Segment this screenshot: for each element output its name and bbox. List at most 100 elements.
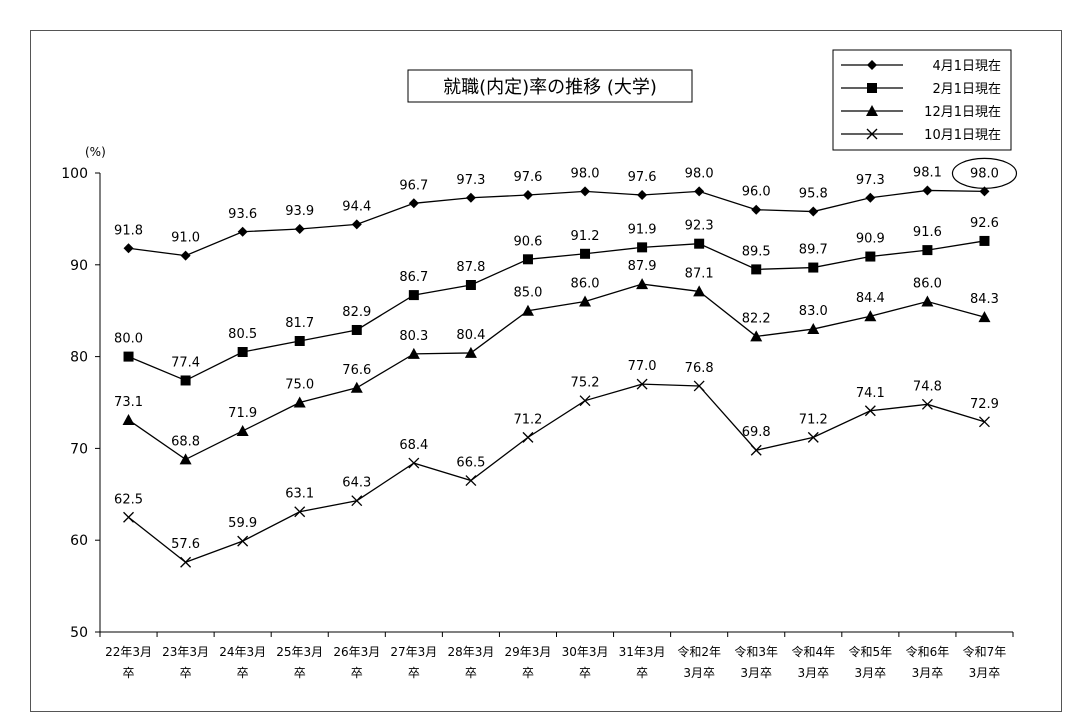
marker-stroke <box>465 475 477 486</box>
data-label: 82.9 <box>342 305 371 320</box>
marker-stroke <box>579 395 591 407</box>
data-label: 82.2 <box>742 311 771 326</box>
y-tick-label: 80 <box>70 350 88 366</box>
x-tick-label: 令和6年 <box>906 644 950 659</box>
data-point-marker <box>351 324 362 335</box>
data-label: 98.0 <box>970 166 999 181</box>
x-tick-label: 卒 <box>579 666 591 680</box>
data-point-marker <box>408 457 420 469</box>
x-tick-label: 3月卒 <box>912 666 944 680</box>
data-label: 57.6 <box>171 537 200 552</box>
x-tick-label: 令和5年 <box>849 644 893 659</box>
data-label: 89.5 <box>742 244 771 259</box>
marker-stroke <box>522 431 534 443</box>
data-point-marker <box>522 254 533 265</box>
data-label: 97.6 <box>628 170 657 185</box>
data-point-marker <box>751 204 762 215</box>
plot-area: 91.8 91.0 93.6 93.9 94.4 96.7 97.3 97.6 98.0 97.6… <box>114 157 1018 568</box>
data-label: 74.1 <box>856 386 885 401</box>
data-point-marker <box>351 219 362 230</box>
data-point-marker <box>465 192 476 203</box>
data-label: 98.1 <box>913 165 942 180</box>
data-label: 66.5 <box>456 456 485 471</box>
legend-item: 4月1日現在 <box>841 59 1001 74</box>
marker-stroke <box>866 128 878 140</box>
data-point-marker <box>867 60 877 70</box>
series-line <box>128 189 985 257</box>
x-tick-label: 令和2年 <box>677 644 721 659</box>
marker-stroke <box>294 506 306 518</box>
data-label: 90.9 <box>856 232 885 247</box>
marker-stroke <box>123 511 134 523</box>
chart-title-group: 就職(内定)率の推移 (大学) <box>407 69 693 103</box>
data-label: 98.0 <box>571 166 600 181</box>
series-line <box>128 383 985 563</box>
legend-item: 10月1日現在 <box>841 128 1001 143</box>
data-point-marker <box>180 556 192 568</box>
data-point-marker <box>579 295 592 307</box>
data-point-marker <box>750 330 763 342</box>
data-label: 86.7 <box>399 270 428 285</box>
data-label: 73.1 <box>114 395 143 410</box>
x-tick-label: 24年3月 <box>219 645 266 659</box>
data-point-marker <box>293 396 306 408</box>
data-label: 80.0 <box>114 332 143 347</box>
data-point-marker <box>867 83 877 93</box>
x-tick-label: 31年3月 <box>619 645 666 659</box>
data-label: 80.3 <box>399 329 428 344</box>
marker-stroke <box>979 416 990 428</box>
data-label: 77.0 <box>628 359 657 374</box>
data-label: 74.8 <box>913 379 942 394</box>
data-point-marker <box>123 243 134 254</box>
data-label: 97.6 <box>513 170 542 185</box>
data-point-marker <box>636 378 648 390</box>
x-tick-label: 卒 <box>237 666 249 680</box>
data-label: 71.9 <box>228 406 257 421</box>
legend-label: 4月1日現在 <box>932 59 1001 74</box>
data-label: 76.8 <box>685 361 714 376</box>
data-label: 87.1 <box>685 266 714 281</box>
data-label: 84.3 <box>970 292 999 307</box>
data-label: 96.0 <box>742 185 771 200</box>
data-label: 93.6 <box>228 207 257 222</box>
x-tick-label: 卒 <box>636 666 648 680</box>
chart-frame <box>30 30 1062 712</box>
data-point-marker <box>807 431 819 443</box>
data-point-marker <box>807 323 820 335</box>
x-tick-label: 令和4年 <box>791 644 835 659</box>
series-group: 91.8 91.0 93.6 93.9 94.4 96.7 97.3 97.6 98.0 97.6… <box>114 165 999 261</box>
data-label: 91.9 <box>628 222 657 237</box>
data-point-marker <box>866 128 878 140</box>
data-point-marker <box>693 380 705 392</box>
data-label: 83.0 <box>799 304 828 319</box>
data-point-marker <box>237 535 249 547</box>
data-label: 91.2 <box>571 229 600 244</box>
x-tick-label: 3月卒 <box>797 666 829 680</box>
data-label: 77.4 <box>171 355 200 370</box>
y-tick-label: 70 <box>70 441 88 457</box>
legend-label: 10月1日現在 <box>924 128 1001 143</box>
data-point-marker <box>122 413 135 425</box>
data-label: 75.0 <box>285 378 314 393</box>
legend-box <box>832 49 1012 151</box>
legend-item: 2月1日現在 <box>841 82 1001 97</box>
x-tick-label: 27年3月 <box>390 645 437 659</box>
data-point-marker <box>180 250 191 261</box>
series-group: 73.1 68.8 71.9 75.0 76.6 80.3 80.4 85.0 86.0 87.9… <box>114 259 999 465</box>
data-label: 75.2 <box>571 376 600 391</box>
data-label: 91.8 <box>114 223 143 238</box>
data-label: 80.5 <box>228 327 257 342</box>
data-label: 87.9 <box>628 259 657 274</box>
data-point-marker <box>408 290 419 301</box>
x-tick-label: 卒 <box>294 666 306 680</box>
x-tick-label: 3月卒 <box>855 666 887 680</box>
data-label: 68.4 <box>399 438 428 453</box>
data-point-marker <box>693 285 706 297</box>
y-tick-label: 90 <box>70 258 88 274</box>
series-group: 62.5 57.6 59.9 63.1 64.3 68.4 66.5 71.2 75.2 77.0… <box>114 359 999 568</box>
data-point-marker <box>407 347 420 359</box>
x-tick-label: 23年3月 <box>162 645 209 659</box>
data-point-marker <box>179 453 192 465</box>
x-tick-label: 卒 <box>408 666 420 680</box>
x-tick-label: 29年3月 <box>505 645 552 659</box>
